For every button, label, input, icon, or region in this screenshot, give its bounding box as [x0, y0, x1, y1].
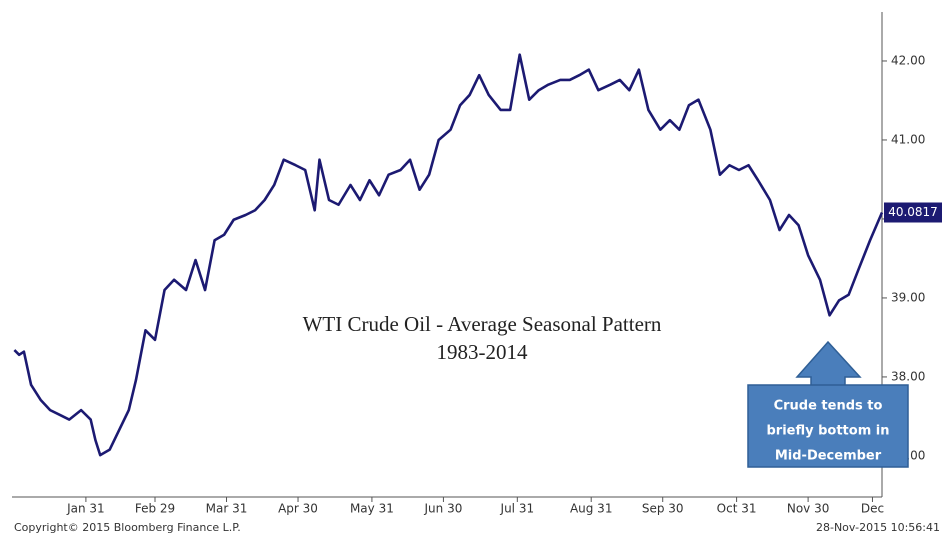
x-tick-label: Feb 29	[135, 502, 175, 516]
x-tick-label: Dec	[861, 502, 884, 516]
y-tick-label: 39.00	[891, 290, 925, 304]
x-tick-label: Mar 31	[206, 502, 248, 516]
footer-left: Copyright© 2015 Bloomberg Finance L.P.	[14, 521, 241, 534]
y-tick-label: 42.00	[891, 53, 925, 67]
x-tick-label: Sep 30	[642, 502, 684, 516]
x-tick-label: Jan 31	[66, 502, 105, 516]
annotation: Crude tends to	[774, 399, 883, 414]
callout-arrow	[795, 340, 862, 387]
x-tick-label: May 31	[350, 502, 394, 516]
x-tick-label: Apr 30	[278, 502, 318, 516]
y-tick-label: 38.00	[891, 369, 925, 383]
last-value-box	[884, 202, 942, 223]
callout-box	[747, 384, 909, 468]
annotation: briefly bottom in	[766, 424, 889, 439]
last-value-label: 40.0817	[888, 205, 938, 219]
annotation: Mid-December	[775, 449, 882, 464]
chart-subtitle: 1983-2014	[437, 340, 528, 364]
x-tick-label: Jun 30	[424, 502, 463, 516]
footer-right: 28-Nov-2015 10:56:41	[816, 521, 940, 534]
chart-title: WTI Crude Oil - Average Seasonal Pattern	[303, 312, 662, 336]
y-tick-label: 41.00	[891, 132, 925, 146]
x-tick-label: Oct 31	[717, 502, 757, 516]
x-tick-label: Jul 31	[500, 502, 535, 516]
x-tick-label: Nov 30	[787, 502, 830, 516]
line-series	[13, 53, 884, 457]
callout: Crude tends to briefly bottom in Mid-Dec…	[747, 340, 909, 468]
x-tick-label: Aug 31	[570, 502, 613, 516]
